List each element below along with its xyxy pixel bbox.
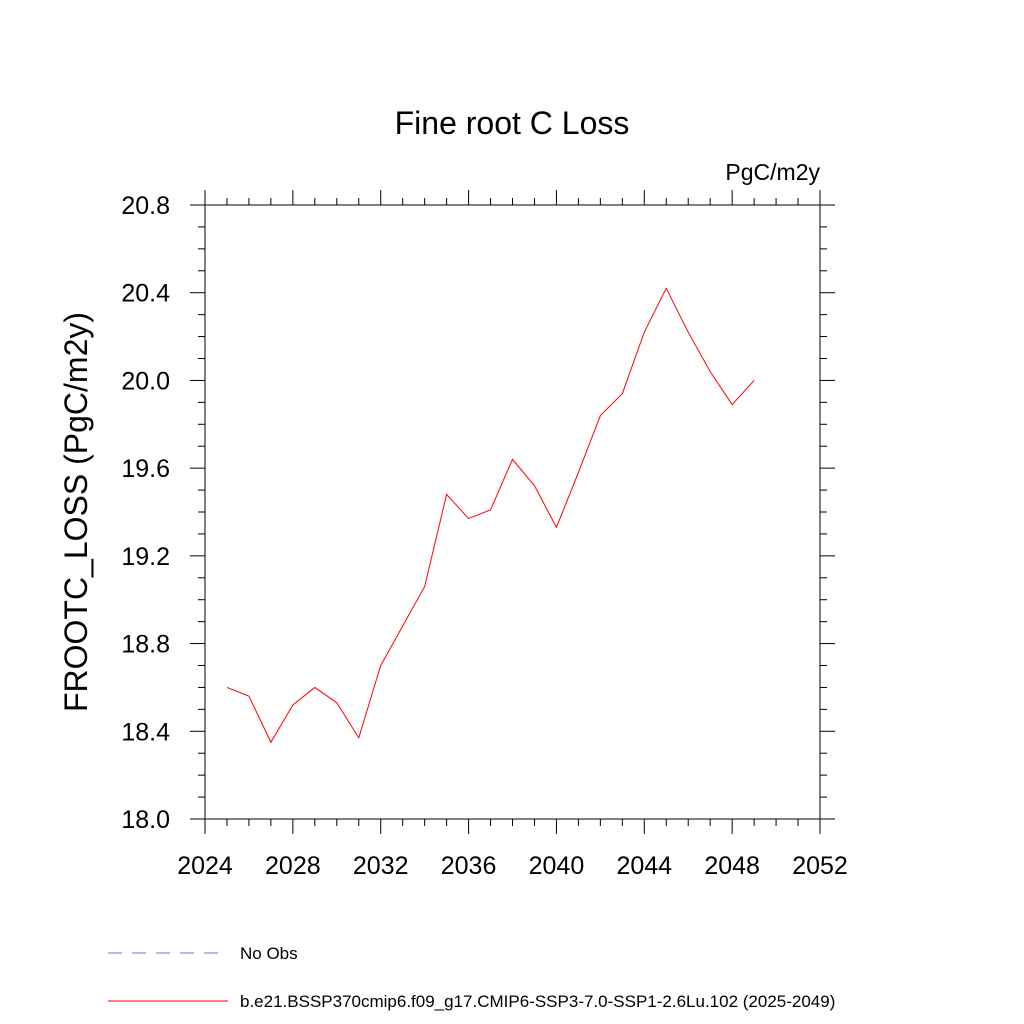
x-tick-label: 2044 xyxy=(616,852,672,880)
x-tick-label: 2032 xyxy=(353,852,409,880)
x-tick-label: 2052 xyxy=(792,852,848,880)
y-tick-label: 18.4 xyxy=(121,718,170,746)
y-axis-label: FROOTC_LOSS (PgC/m2y) xyxy=(58,312,94,712)
x-tick-label: 2028 xyxy=(265,852,321,880)
y-tick-label: 18.0 xyxy=(121,806,170,834)
x-tick-label: 2036 xyxy=(441,852,497,880)
tick-labels: 2024 2028 2032 2036 2040 2044 2048 2052 18.0 18.4… xyxy=(121,192,847,880)
y-tick-label: 19.2 xyxy=(121,543,170,571)
plot-frame xyxy=(204,204,821,820)
y-tick-label: 18.8 xyxy=(121,631,170,659)
legend-label-model-run: b.e21.BSSP370cmip6.f09_g17.CMIP6-SSP3-7.… xyxy=(240,992,835,1011)
legend-label-no-obs: No Obs xyxy=(240,944,298,963)
y-tick-label: 20.8 xyxy=(121,192,170,220)
x-tick-label: 2040 xyxy=(529,852,585,880)
x-tick-label: 2048 xyxy=(704,852,760,880)
y-tick-label: 20.4 xyxy=(121,280,170,308)
legend: No Obs b.e21.BSSP370cmip6.f09_g17.CMIP6-… xyxy=(108,944,835,1011)
series-layer xyxy=(226,287,755,744)
y-tick-label: 19.6 xyxy=(121,455,170,483)
axis-ticks xyxy=(190,190,835,834)
series-line xyxy=(226,287,755,744)
y-tick-label: 20.0 xyxy=(121,367,170,395)
x-tick-label: 2024 xyxy=(177,852,233,880)
chart-title: Fine root C Loss xyxy=(395,105,630,141)
units-label: PgC/m2y xyxy=(725,159,820,185)
